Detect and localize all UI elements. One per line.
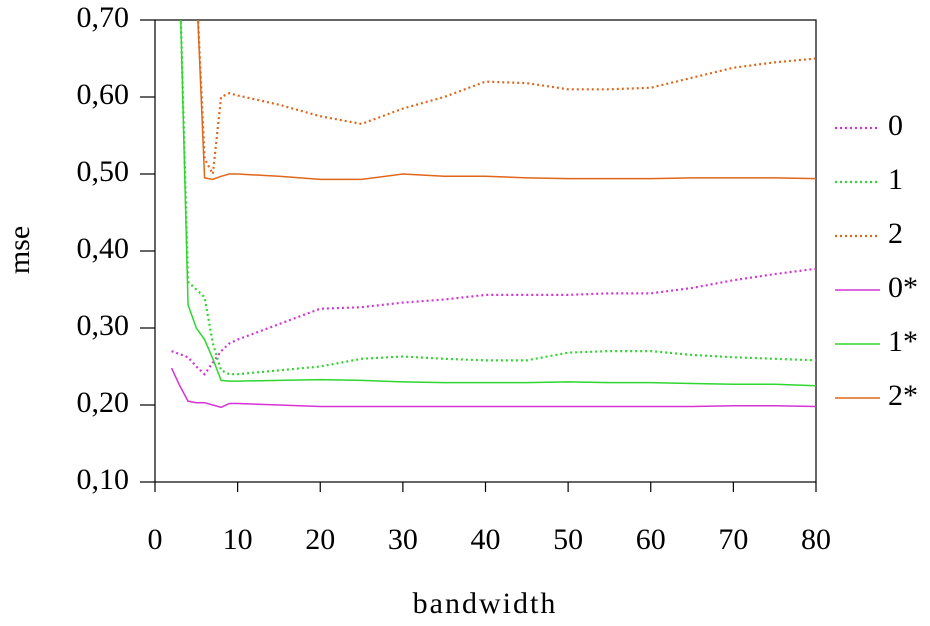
x-tick-label: 10	[223, 523, 253, 556]
series-line	[170, 367, 816, 409]
series-line	[180, 20, 816, 387]
plot-frame	[154, 19, 817, 483]
x-tick-label: 60	[636, 523, 666, 556]
y-tick-label: 0,70	[77, 1, 130, 34]
x-tick-label: 80	[801, 523, 831, 556]
legend-label: 2	[888, 217, 903, 250]
x-tick-label: 30	[388, 523, 418, 556]
x-tick-label: 20	[305, 523, 335, 556]
y-tick-label: 0,40	[77, 232, 130, 265]
x-axis-label: bandwidth	[413, 587, 558, 620]
legend-label: 1*	[888, 325, 918, 358]
x-tick-label: 40	[471, 523, 501, 556]
y-tick-label: 0,30	[77, 309, 130, 342]
y-tick-label: 0,10	[77, 463, 130, 496]
y-tick-label: 0,50	[77, 155, 130, 188]
legend-label: 2*	[888, 379, 918, 412]
series-line	[171, 267, 816, 376]
legend-label: 0*	[888, 271, 918, 304]
series-line	[197, 20, 816, 181]
x-tick-label: 0	[148, 523, 163, 556]
x-tick-label: 70	[718, 523, 748, 556]
series-line	[179, 20, 816, 376]
y-tick-label: 0,20	[77, 386, 130, 419]
legend-label: 1	[888, 163, 903, 196]
legend-label: 0	[888, 109, 903, 142]
x-tick-label: 50	[553, 523, 583, 556]
y-axis-label: mse	[3, 226, 36, 274]
plot-area	[170, 20, 816, 409]
series-line	[197, 20, 816, 178]
y-tick-label: 0,60	[77, 78, 130, 111]
